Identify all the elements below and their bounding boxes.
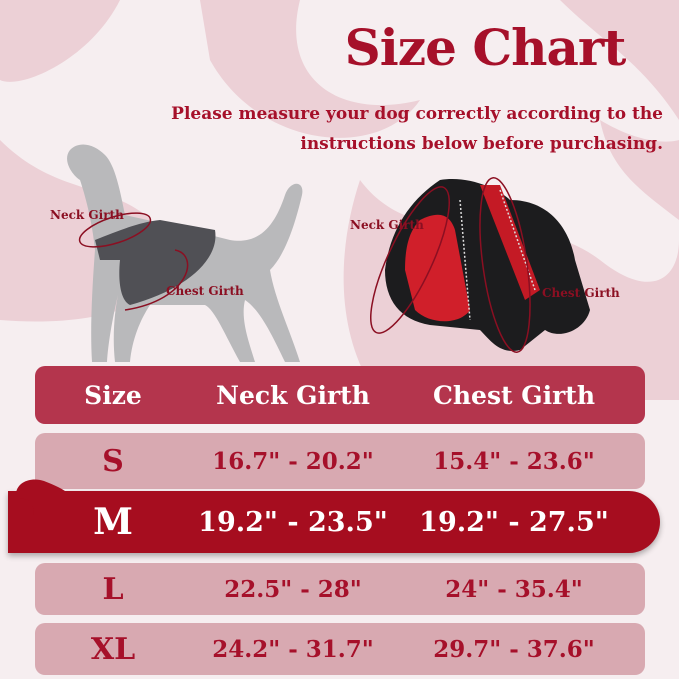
chest-cell: 19.2" - 27.5": [419, 506, 609, 538]
size-cell: S: [102, 443, 124, 479]
header-neck-girth: Neck Girth: [216, 380, 370, 410]
neck-cell: 16.7" - 20.2": [212, 447, 374, 475]
chest-cell: 15.4" - 23.6": [433, 447, 595, 475]
dog-neck-girth-label: Neck Girth: [50, 208, 124, 222]
size-cell: M: [93, 501, 133, 543]
chest-cell: 29.7" - 37.6": [433, 635, 595, 663]
size-cell: XL: [90, 631, 136, 667]
size-cell: L: [102, 571, 124, 607]
chest-cell: 24" - 35.4": [445, 575, 583, 603]
harness-on-dog: [95, 220, 216, 305]
dog-chest-girth-label: Chest Girth: [166, 284, 244, 298]
harness-neck-girth-label: Neck Girth: [350, 218, 424, 232]
page-title: Size Chart: [344, 18, 627, 77]
dog-head-icon: [16, 479, 70, 515]
neck-cell: 19.2" - 23.5": [198, 506, 388, 538]
header-chest-girth: Chest Girth: [432, 380, 596, 410]
table-row-s: S 16.7" - 20.2" 15.4" - 23.6": [35, 433, 645, 489]
neck-cell: 24.2" - 31.7": [212, 635, 374, 663]
table-row-l: L 22.5" - 28" 24" - 35.4": [35, 563, 645, 615]
harness-chest-girth-label: Chest Girth: [542, 286, 620, 300]
subtitle-line-1: Please measure your dog correctly accord…: [171, 104, 663, 124]
table-header: Size Neck Girth Chest Girth: [35, 366, 645, 424]
table-row-xl: XL 24.2" - 31.7" 29.7" - 37.6": [35, 623, 645, 675]
header-size: Size: [84, 380, 142, 410]
table-row-m-highlighted: M 19.2" - 23.5" 19.2" - 27.5": [8, 479, 660, 553]
neck-cell: 22.5" - 28": [224, 575, 362, 603]
harness-image: [385, 179, 590, 351]
subtitle-line-2: instructions below before purchasing.: [300, 134, 663, 154]
